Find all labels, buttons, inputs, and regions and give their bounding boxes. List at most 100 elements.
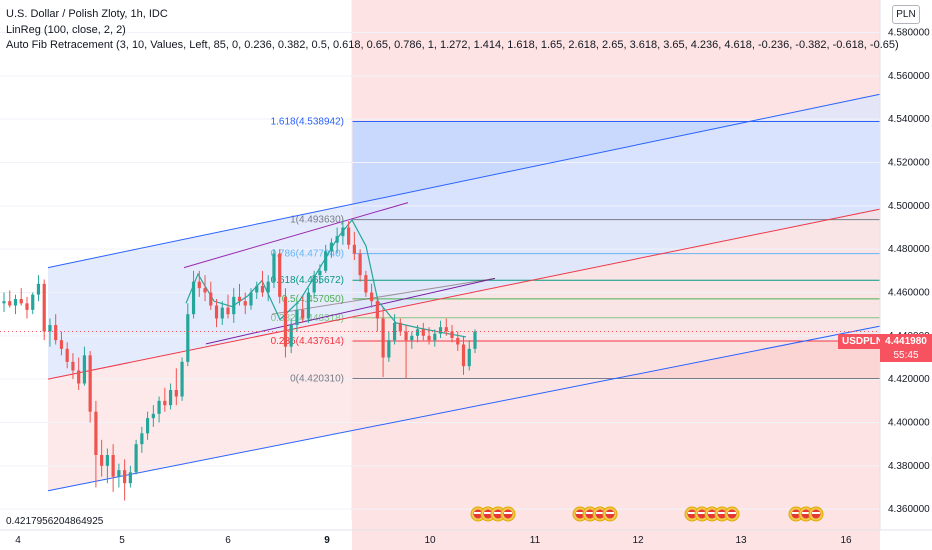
fib-label-1.618: 1.618(4.538942) — [271, 116, 344, 127]
event-flag-stripe-icon — [596, 512, 604, 514]
time-tick-label: 4 — [15, 535, 21, 546]
time-tick-label: 10 — [424, 535, 436, 546]
price-tick-label: 4.500000 — [888, 201, 930, 212]
candle-body — [278, 253, 282, 297]
candle-body — [324, 251, 328, 271]
candle-body — [65, 348, 69, 362]
candle-body — [214, 305, 219, 319]
time-axis[interactable]: 4 5 6 9 10 11 12 13 16 0.4217956204864925 — [0, 516, 932, 546]
fib-label-0.786: 0.786(4.477940) — [271, 249, 344, 260]
candle-body — [237, 296, 242, 302]
candle-body — [163, 400, 167, 406]
event-flag-stripe-icon — [504, 512, 512, 514]
candle-body — [318, 270, 322, 276]
candle-body — [186, 314, 190, 362]
price-tick-label: 4.420000 — [888, 374, 930, 385]
candle-body — [283, 296, 288, 347]
time-tick-label: 12 — [632, 535, 644, 546]
candle-body — [306, 292, 311, 319]
candle-body — [352, 244, 356, 254]
price-tick-label: 4.380000 — [888, 461, 930, 472]
legend-title[interactable]: U.S. Dollar / Polish Zloty, 1h, IDC — [6, 8, 168, 20]
candle-body — [2, 301, 6, 304]
event-flag-stripe-icon — [484, 512, 492, 514]
event-flag-stripe-icon — [812, 512, 820, 514]
candle-body — [427, 335, 431, 341]
candle-body — [312, 275, 316, 293]
price-tick-label: 4.580000 — [888, 28, 930, 39]
candle-body — [145, 418, 150, 434]
candle-body — [100, 455, 104, 466]
candle-body — [36, 283, 41, 295]
candle-body — [117, 470, 121, 477]
candle-body — [140, 433, 144, 445]
candle-body — [387, 340, 391, 358]
candle-body — [174, 390, 178, 397]
candle-body — [71, 361, 75, 371]
candle-body — [88, 355, 92, 412]
fib-label-0.5: 0.5(4.457050) — [282, 294, 344, 305]
last-price-label: 4.441980 — [880, 334, 932, 349]
candle-body — [191, 281, 196, 315]
candle-body — [8, 301, 12, 306]
candle-body — [398, 322, 402, 332]
candle-body — [260, 286, 265, 293]
symbol-price-tag: USDPLN — [838, 334, 888, 349]
fib-label-0.618: 0.618(4.465672) — [271, 275, 344, 286]
candle-body — [381, 318, 385, 358]
event-flag-stripe-icon — [792, 512, 800, 514]
price-tick-label: 4.460000 — [888, 288, 930, 299]
candle-body — [255, 286, 259, 293]
legend-fib[interactable]: Auto Fib Retracement (3, 10, Values, Lef… — [6, 39, 899, 51]
candle-body — [404, 331, 408, 341]
channel-upper-line — [47, 93, 881, 269]
candle-body — [301, 309, 305, 319]
candle-body — [358, 253, 362, 276]
candle-body — [329, 242, 334, 252]
channel-lower-line — [47, 325, 881, 492]
candle-body — [209, 292, 213, 306]
candle-body — [341, 227, 345, 237]
economic-events[interactable] — [470, 506, 824, 522]
candle-body — [347, 227, 351, 245]
time-tick-label: 5 — [119, 535, 125, 546]
candle-body — [197, 281, 201, 289]
candle-body — [19, 299, 23, 304]
legend-title-text: U.S. Dollar / Polish Zloty, 1h, IDC — [6, 8, 168, 20]
chart-background — [48, 0, 880, 550]
candle-body — [461, 344, 466, 367]
legend-linreg[interactable]: LinReg (100, close, 2, 2) — [6, 24, 126, 36]
event-flag-stripe-icon — [698, 512, 706, 514]
candle-body — [467, 348, 471, 367]
candles — [2, 219, 477, 501]
time-tick-label: 9 — [324, 535, 330, 546]
candle-body — [48, 325, 52, 332]
event-flag-stripe-icon — [576, 512, 584, 514]
candle-body — [444, 327, 448, 332]
candle-body — [123, 470, 127, 484]
candle-body — [59, 340, 64, 349]
linreg-short-upper — [183, 202, 409, 269]
event-flag-stripe-icon — [718, 512, 726, 514]
currency-badge[interactable]: PLN — [892, 5, 920, 24]
candle-body — [82, 355, 87, 384]
candle-body — [410, 335, 414, 341]
channel-fill-upper — [48, 94, 880, 380]
legend-fib-text: Auto Fib Retracement (3, 10, Values, Lef… — [6, 39, 899, 51]
event-flag-stripe-icon — [802, 512, 810, 514]
time-tick-label: 6 — [225, 535, 231, 546]
candle-body — [180, 361, 184, 397]
candle-body — [450, 331, 454, 338]
price-tick-label: 4.360000 — [888, 504, 930, 515]
candle-body — [272, 253, 276, 282]
candle-body — [392, 322, 397, 341]
candle-body — [232, 296, 236, 315]
candle-body — [105, 455, 109, 466]
candle-body — [25, 303, 29, 310]
candle-body — [134, 444, 138, 473]
fib-label-0: 0(4.420310) — [290, 373, 344, 384]
event-flag-stripe-icon — [606, 512, 614, 514]
event-flag-stripe-icon — [708, 512, 716, 514]
candle-body — [94, 411, 98, 455]
